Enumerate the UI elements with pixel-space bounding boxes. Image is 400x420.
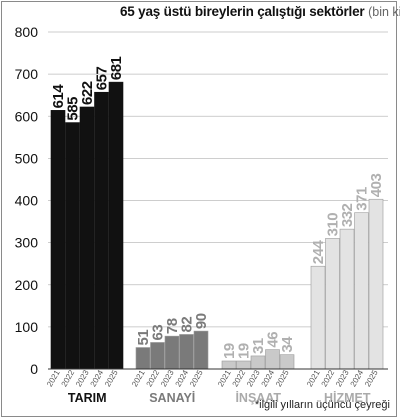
bar	[179, 334, 194, 370]
bar	[368, 198, 384, 370]
x-tick-label: 2023	[159, 368, 176, 388]
y-tick-label: 300	[15, 235, 39, 251]
bar-value-label: 90	[193, 313, 210, 329]
bar	[108, 81, 124, 370]
bar-value-label: 34	[279, 336, 296, 353]
y-tick-label: 700	[15, 66, 39, 82]
category-label: TARIM	[68, 391, 107, 405]
y-tick-label: 200	[15, 277, 39, 293]
y-tick-label: 500	[15, 150, 39, 166]
x-tick-label: 2022	[145, 368, 162, 388]
bar	[79, 106, 95, 370]
y-tick-label: 100	[15, 319, 39, 335]
x-tick-label: 2024	[174, 368, 191, 388]
x-tick-label: 2021	[45, 368, 62, 388]
x-tick-label: 2023	[334, 368, 351, 388]
bar	[94, 91, 109, 370]
bar-value-label: 82	[179, 317, 196, 333]
bar	[265, 349, 280, 370]
bar-value-label: 31	[250, 338, 267, 354]
bar	[279, 354, 295, 370]
bar	[164, 335, 180, 370]
category-label: HİZMET	[324, 390, 371, 405]
x-tick-label: 2025	[274, 368, 291, 388]
x-tick-label: 2022	[60, 368, 77, 388]
chart-title: 65 yaş üstü bireylerin çalıştığı sektörl…	[120, 4, 400, 19]
bar-value-label: 657	[94, 67, 111, 91]
x-tick-label: 2023	[74, 368, 91, 388]
category-label: İNŞAAT	[235, 390, 281, 405]
bar-value-label: 681	[108, 56, 125, 80]
y-tick-label: 0	[30, 361, 38, 377]
bar-value-label: 371	[354, 187, 371, 211]
bar	[250, 355, 266, 370]
x-tick-label: 2021	[305, 368, 322, 388]
chart-footnote: *ilgili yılların üçüncü çeyreği	[254, 399, 390, 411]
bar	[236, 360, 251, 370]
bar	[50, 110, 66, 370]
y-tick-label: 800	[15, 24, 39, 40]
category-label: SANAYİ	[149, 390, 195, 405]
bar-value-label: 19	[236, 343, 253, 359]
bar-value-label: 19	[221, 343, 238, 359]
bar-value-label: 585	[65, 97, 82, 121]
x-tick-label: 2025	[188, 368, 205, 388]
chart-title-unit: (bin kişi)	[368, 5, 400, 19]
x-tick-label: 2023	[245, 368, 262, 388]
x-tick-label: 2022	[231, 368, 248, 388]
bar-value-label: 614	[50, 84, 67, 109]
bar-value-label: 46	[265, 332, 282, 348]
bar-value-label: 244	[310, 240, 327, 265]
bar	[65, 122, 80, 370]
bar-value-label: 63	[150, 325, 167, 341]
bar-value-label: 78	[164, 318, 181, 334]
bar	[150, 342, 165, 370]
x-tick-label: 2024	[89, 368, 106, 388]
y-tick-label: 400	[15, 193, 39, 209]
x-tick-label: 2024	[349, 368, 366, 388]
x-tick-label: 2025	[103, 368, 120, 388]
bar	[135, 347, 151, 370]
bar-value-label: 403	[368, 174, 385, 198]
bar-value-label: 310	[325, 213, 342, 237]
bar-value-label: 332	[339, 203, 356, 227]
x-tick-label: 2021	[216, 368, 233, 388]
chart-title-main: 65 yaş üstü bireylerin çalıştığı sektörl…	[120, 4, 365, 19]
bar	[221, 360, 237, 370]
bar	[325, 238, 340, 370]
x-tick-label: 2025	[363, 368, 380, 388]
bar	[354, 212, 369, 370]
x-tick-label: 2021	[130, 368, 147, 388]
bar	[193, 330, 209, 370]
bar	[339, 228, 355, 370]
bar-value-label: 51	[135, 330, 152, 346]
bar	[310, 265, 326, 370]
x-tick-label: 2024	[260, 368, 277, 388]
y-tick-label: 600	[15, 108, 39, 124]
x-tick-label: 2022	[320, 368, 337, 388]
bar-value-label: 622	[79, 81, 96, 105]
